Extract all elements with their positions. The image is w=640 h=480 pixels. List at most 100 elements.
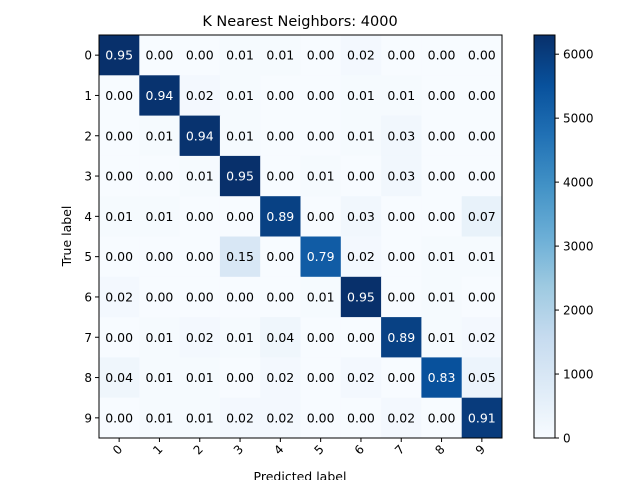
heatmap-cell-1-5 <box>300 75 342 117</box>
cell-value-8-6: 0.02 <box>347 370 375 385</box>
heatmap-cell-0-8 <box>421 35 463 76</box>
cell-value-5-3: 0.15 <box>226 249 254 264</box>
heatmap-cell-7-5 <box>300 317 342 358</box>
heatmap-cell-9-1 <box>139 397 181 439</box>
y-tick-label-9: 9 <box>84 411 92 425</box>
heatmap-cell-5-7 <box>381 236 422 278</box>
x-tick-label-2: 2 <box>191 442 206 457</box>
cell-value-8-3: 0.00 <box>226 370 254 385</box>
y-tick-label-6: 6 <box>84 290 92 304</box>
heatmap-cell-0-1 <box>139 35 181 76</box>
cell-value-7-4: 0.04 <box>266 330 294 345</box>
cell-value-9-9: 0.91 <box>468 410 496 425</box>
heatmap-cell-4-3 <box>219 196 261 237</box>
x-tick-label-8: 8 <box>432 442 447 457</box>
heatmap-cell-5-6 <box>340 236 382 278</box>
cell-value-0-3: 0.01 <box>226 48 254 63</box>
cell-value-3-3: 0.95 <box>226 169 254 184</box>
heatmap-cell-4-6 <box>340 196 382 237</box>
heatmap-cell-8-1 <box>139 357 181 399</box>
heatmap-cell-3-6 <box>340 155 382 197</box>
heatmap-cell-7-8 <box>421 317 463 358</box>
heatmap-cell-1-4 <box>260 75 301 117</box>
heatmap-cell-6-1 <box>139 276 181 318</box>
heatmap-cell-4-2 <box>179 196 221 237</box>
cell-value-0-4: 0.01 <box>266 48 294 63</box>
heatmap-cell-9-7 <box>381 397 422 439</box>
cell-value-5-0: 0.00 <box>105 249 133 264</box>
heatmap-cell-9-3 <box>219 397 261 439</box>
cell-value-9-8: 0.00 <box>428 410 456 425</box>
cell-value-8-4: 0.02 <box>266 370 294 385</box>
colorbar-tick-label-1000: 1000 <box>563 368 594 382</box>
cell-value-1-1: 0.94 <box>146 88 174 103</box>
cell-value-3-6: 0.00 <box>347 169 375 184</box>
cell-value-4-5: 0.00 <box>307 209 335 224</box>
heatmap-cell-6-0 <box>99 276 140 318</box>
x-tick-label-9: 9 <box>473 442 488 457</box>
cell-value-3-8: 0.00 <box>428 169 456 184</box>
heatmap-cell-6-9 <box>461 276 503 318</box>
cell-value-2-5: 0.00 <box>307 128 335 143</box>
x-tick-label-6: 6 <box>352 442 367 457</box>
y-tick-label-1: 1 <box>84 89 92 103</box>
cell-value-1-6: 0.01 <box>347 88 375 103</box>
cell-value-9-6: 0.00 <box>347 410 375 425</box>
cell-value-7-7: 0.89 <box>387 330 415 345</box>
colorbar-tick-label-0: 0 <box>563 432 571 446</box>
cell-value-5-9: 0.01 <box>468 249 496 264</box>
cell-value-1-0: 0.00 <box>105 88 133 103</box>
cell-value-4-3: 0.00 <box>226 209 254 224</box>
cell-value-6-2: 0.00 <box>186 289 214 304</box>
heatmap-cell-4-5 <box>300 196 342 237</box>
heatmap-cell-8-9 <box>461 357 503 399</box>
heatmap-cell-2-5 <box>300 115 342 157</box>
cell-value-5-7: 0.00 <box>387 249 415 264</box>
heatmap-cell-1-7 <box>381 75 422 117</box>
cell-value-4-9: 0.07 <box>468 209 496 224</box>
cell-value-6-7: 0.00 <box>387 289 415 304</box>
cell-value-8-1: 0.01 <box>146 370 174 385</box>
heatmap-cell-0-4 <box>260 35 301 76</box>
cell-value-7-6: 0.00 <box>347 330 375 345</box>
plot-frame <box>98 34 503 439</box>
cell-value-0-7: 0.00 <box>387 48 415 63</box>
heatmap-cell-8-2 <box>179 357 221 399</box>
heatmap-cell-7-0 <box>99 317 140 358</box>
heatmap-cell-1-6 <box>340 75 382 117</box>
cell-value-7-1: 0.01 <box>146 330 174 345</box>
cell-value-2-9: 0.00 <box>468 128 496 143</box>
x-tick-label-5: 5 <box>311 442 326 457</box>
heatmap-cell-9-2 <box>179 397 221 439</box>
heatmap-cell-8-4 <box>260 357 301 399</box>
heatmap-cell-8-7 <box>381 357 422 399</box>
heatmap-cell-5-2 <box>179 236 221 278</box>
heatmap-cell-2-1 <box>139 115 181 157</box>
heatmap-cell-2-6 <box>340 115 382 157</box>
heatmap-cell-8-3 <box>219 357 261 399</box>
heatmap-cell-8-5 <box>300 357 342 399</box>
cell-value-9-7: 0.02 <box>387 410 415 425</box>
heatmap-cell-0-9 <box>461 35 503 76</box>
cell-value-8-2: 0.01 <box>186 370 214 385</box>
cell-value-3-0: 0.00 <box>105 169 133 184</box>
cell-value-2-8: 0.00 <box>428 128 456 143</box>
heatmap-cell-8-8 <box>421 357 463 399</box>
heatmap-cell-3-1 <box>139 155 181 197</box>
y-tick-label-5: 5 <box>84 250 92 264</box>
cell-value-8-5: 0.00 <box>307 370 335 385</box>
cell-value-0-6: 0.02 <box>347 48 375 63</box>
heatmap-cell-2-7 <box>381 115 422 157</box>
cell-value-2-1: 0.01 <box>146 128 174 143</box>
cell-value-1-3: 0.01 <box>226 88 254 103</box>
heatmap-cell-1-1 <box>139 75 181 117</box>
heatmap-cell-2-4 <box>260 115 301 157</box>
chart-title: K Nearest Neighbors: 4000 <box>202 14 397 30</box>
heatmap-cell-6-6 <box>340 276 382 318</box>
cell-value-7-8: 0.01 <box>428 330 456 345</box>
heatmap-cell-6-5 <box>300 276 342 318</box>
cell-value-6-4: 0.00 <box>266 289 294 304</box>
cell-value-4-4: 0.89 <box>266 209 294 224</box>
x-axis-label: Predicted label <box>254 469 347 480</box>
x-tick-label-3: 3 <box>231 442 246 457</box>
